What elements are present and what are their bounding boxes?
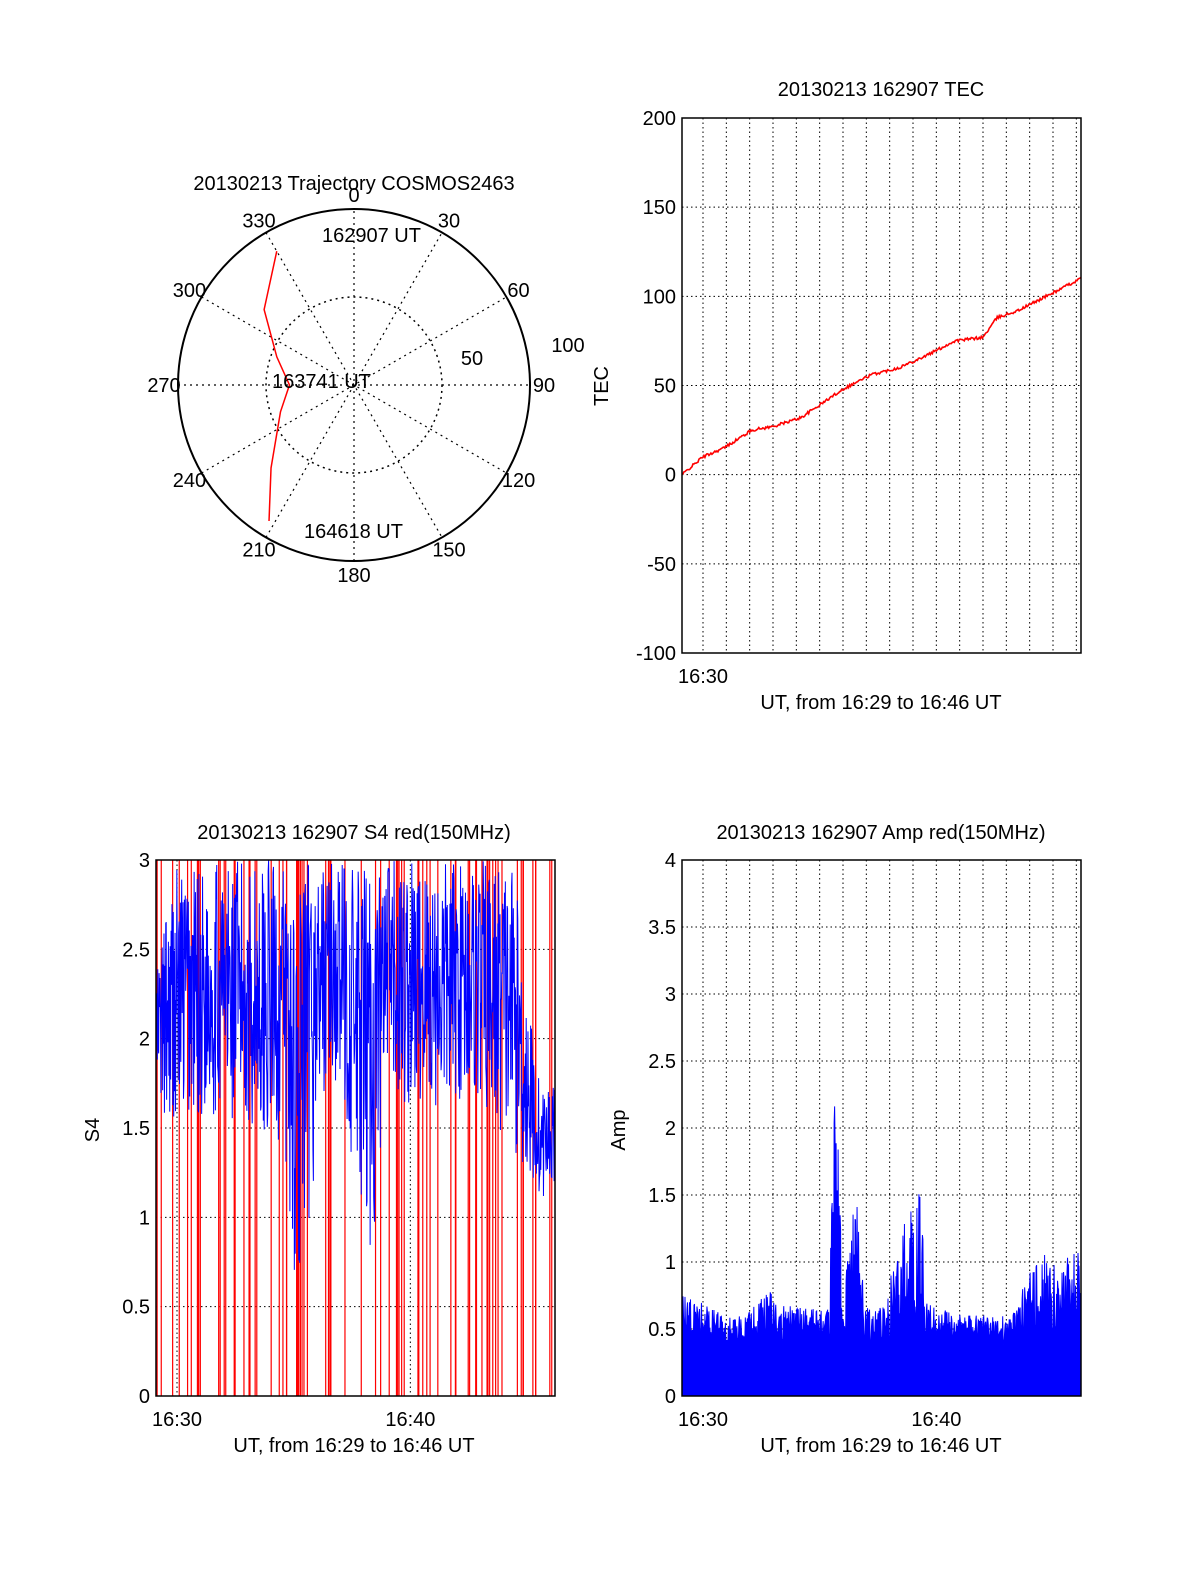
tec-grid	[682, 117, 1081, 654]
tec-axes-frame	[681, 117, 1082, 654]
s4-tick-labels: 0 0.5 1 1.5 2 2.5 3 16:30 16:40	[122, 850, 435, 1431]
tec-title: 20130213 162907 TEC	[778, 79, 984, 101]
trajectory-title: 20130213 Trajectory COSMOS2463	[193, 173, 514, 195]
s4-axes-frame	[155, 859, 556, 1397]
s4-blue-line	[155, 860, 556, 1270]
polar-azimuth-label: 300	[173, 280, 206, 302]
trajectory-track	[263, 251, 291, 522]
trajectory-start-label: 162907 UT	[322, 225, 421, 247]
y-tick-label: 1	[139, 1207, 150, 1229]
amp-xlabel: UT, from 16:29 to 16:46 UT	[760, 1435, 1001, 1457]
y-tick-label: 0	[139, 1386, 150, 1408]
trajectory-mid-label: 163741 UT	[272, 371, 371, 393]
tec-panel: 20130213 162907 TEC -100 -50 0 50 100 150 200 1…	[591, 79, 1082, 714]
amp-axes-frame	[681, 859, 1082, 1397]
amp-ylabel: Amp	[608, 1109, 630, 1150]
polar-azimuth-labels: 0 30 60 90 120 150 180 210 240 270 300 330	[147, 185, 555, 587]
polar-spokes	[178, 209, 530, 561]
x-tick-label: 16:30	[678, 666, 728, 688]
polar-azimuth-label: 180	[337, 565, 370, 587]
x-tick-label: 16:30	[678, 1409, 728, 1431]
tec-xlabel: UT, from 16:29 to 16:46 UT	[760, 692, 1001, 714]
amp-title: 20130213 162907 Amp red(150MHz)	[716, 822, 1045, 844]
y-tick-label: 2.5	[122, 939, 150, 961]
y-tick-label: 2	[665, 1118, 676, 1140]
amp-tick-labels: 0 0.5 1 1.5 2 2.5 3 3.5 4 16:30 16:40	[648, 850, 961, 1431]
s4-panel: 20130213 162907 S4 red(150MHz) 0 0.5 1 1.5 2…	[82, 822, 556, 1457]
polar-azimuth-label: 0	[348, 185, 359, 207]
y-tick-label: -100	[636, 643, 676, 665]
y-tick-label: 1.5	[648, 1185, 676, 1207]
polar-azimuth-label: 90	[533, 375, 555, 397]
y-tick-label: 0.5	[122, 1297, 150, 1319]
amp-panel: 20130213 162907 Amp red(150MHz) 0 0.5 1 1.5…	[608, 822, 1082, 1457]
s4-title: 20130213 162907 S4 red(150MHz)	[197, 822, 511, 844]
polar-azimuth-label: 60	[507, 280, 529, 302]
polar-azimuth-label: 30	[438, 210, 460, 232]
polar-radial-label-50: 50	[461, 348, 483, 370]
y-tick-label: 150	[643, 197, 676, 219]
y-tick-label: 3	[139, 850, 150, 872]
amp-grid	[682, 859, 1081, 1397]
amp-blue-area	[681, 1106, 1082, 1397]
s4-blue-series	[155, 860, 556, 1270]
y-tick-label: 2.5	[648, 1051, 676, 1073]
tec-tick-labels: -100 -50 0 50 100 150 200 16:30	[636, 108, 728, 688]
tec-ylabel: TEC	[591, 366, 613, 406]
y-tick-label: 50	[654, 376, 676, 398]
y-tick-label: 3	[665, 984, 676, 1006]
trajectory-panel: 20130213 Trajectory COSMOS2463 0 30 60 90 12…	[147, 173, 584, 587]
polar-spoke	[265, 232, 443, 538]
y-tick-label: 1	[665, 1252, 676, 1274]
trajectory-end-label: 164618 UT	[304, 521, 403, 543]
x-tick-label: 16:30	[152, 1409, 202, 1431]
polar-azimuth-label: 150	[432, 540, 465, 562]
y-tick-label: 100	[643, 286, 676, 308]
x-tick-label: 16:40	[385, 1409, 435, 1431]
polar-azimuth-label: 120	[502, 470, 535, 492]
polar-radial-label-100: 100	[551, 335, 584, 357]
y-tick-label: 1.5	[122, 1118, 150, 1140]
y-tick-label: -50	[647, 554, 676, 576]
y-tick-label: 3.5	[648, 917, 676, 939]
s4-ylabel: S4	[82, 1118, 104, 1142]
s4-xlabel: UT, from 16:29 to 16:46 UT	[233, 1435, 474, 1457]
polar-azimuth-label: 330	[242, 210, 275, 232]
amp-blue-series	[681, 1106, 1082, 1397]
y-tick-label: 0	[665, 465, 676, 487]
y-tick-label: 0.5	[648, 1319, 676, 1341]
x-tick-label: 16:40	[911, 1409, 961, 1431]
tec-series-line	[681, 276, 1082, 476]
y-tick-label: 200	[643, 108, 676, 130]
polar-azimuth-label: 240	[173, 470, 206, 492]
y-tick-label: 4	[665, 850, 676, 872]
polar-azimuth-label: 270	[147, 375, 180, 397]
y-tick-label: 2	[139, 1029, 150, 1051]
y-tick-label: 0	[665, 1386, 676, 1408]
polar-azimuth-label: 210	[242, 540, 275, 562]
